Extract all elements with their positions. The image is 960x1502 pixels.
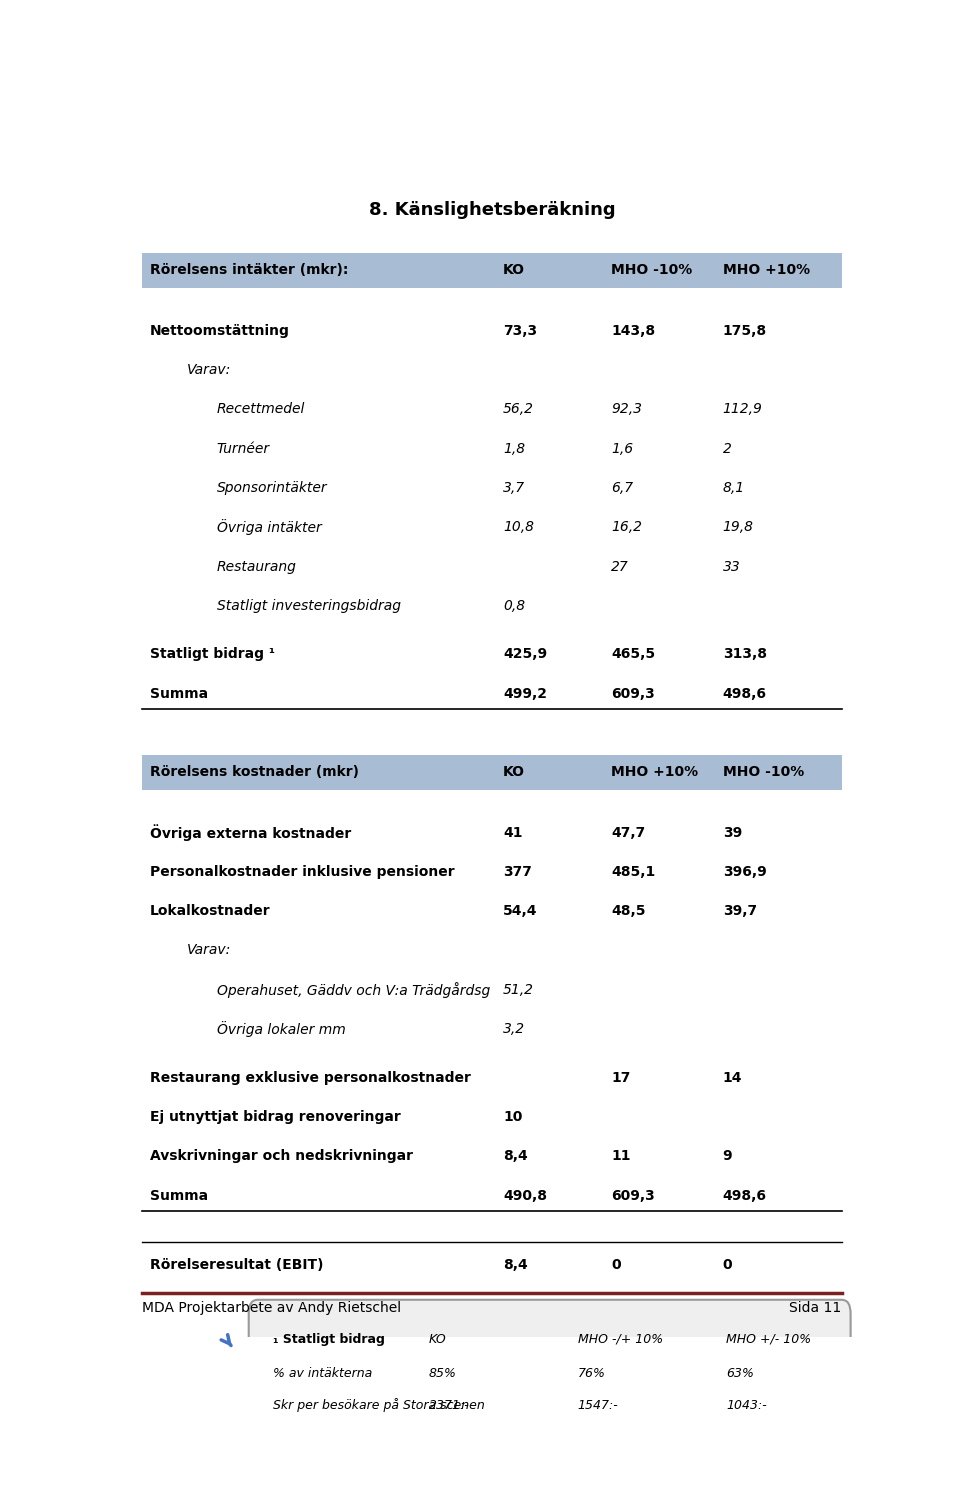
- Text: 313,8: 313,8: [723, 647, 767, 661]
- Text: MDA Projektarbete av Andy Rietschel: MDA Projektarbete av Andy Rietschel: [142, 1301, 401, 1314]
- Text: 10: 10: [503, 1110, 522, 1123]
- Text: 33: 33: [723, 560, 740, 574]
- Text: 41: 41: [503, 826, 522, 840]
- Text: 498,6: 498,6: [723, 686, 767, 701]
- Text: 56,2: 56,2: [503, 403, 534, 416]
- Text: Avskrivningar och nedskrivningar: Avskrivningar och nedskrivningar: [150, 1149, 413, 1164]
- Text: Turnéer: Turnéer: [217, 442, 270, 455]
- Text: KO: KO: [429, 1332, 446, 1346]
- Text: 396,9: 396,9: [723, 865, 766, 879]
- Text: 6,7: 6,7: [611, 481, 634, 494]
- Text: Rörelseresultat (EBIT): Rörelseresultat (EBIT): [150, 1259, 324, 1272]
- Text: 8,1: 8,1: [723, 481, 745, 494]
- Text: MHO -/+ 10%: MHO -/+ 10%: [578, 1332, 662, 1346]
- Text: 1,8: 1,8: [503, 442, 525, 455]
- Text: 609,3: 609,3: [611, 686, 655, 701]
- Text: KO: KO: [503, 766, 525, 780]
- Text: 14: 14: [723, 1071, 742, 1084]
- FancyBboxPatch shape: [142, 756, 842, 790]
- Text: 39,7: 39,7: [723, 904, 756, 918]
- Text: Övriga lokaler mm: Övriga lokaler mm: [217, 1021, 346, 1036]
- Text: Statligt investeringsbidrag: Statligt investeringsbidrag: [217, 599, 400, 613]
- Text: 47,7: 47,7: [611, 826, 645, 840]
- Text: 16,2: 16,2: [611, 520, 642, 535]
- Text: 0: 0: [611, 1259, 621, 1272]
- Text: Sida 11: Sida 11: [789, 1301, 842, 1314]
- Text: 73,3: 73,3: [503, 323, 538, 338]
- Text: 425,9: 425,9: [503, 647, 547, 661]
- Text: 51,2: 51,2: [503, 982, 534, 997]
- Text: 63%: 63%: [727, 1367, 755, 1380]
- Text: % av intäkterna: % av intäkterna: [273, 1367, 372, 1380]
- Text: 490,8: 490,8: [503, 1188, 547, 1203]
- Text: 499,2: 499,2: [503, 686, 547, 701]
- Text: Restaurang exklusive personalkostnader: Restaurang exklusive personalkostnader: [150, 1071, 470, 1084]
- Text: 465,5: 465,5: [611, 647, 655, 661]
- Text: MHO -10%: MHO -10%: [611, 263, 692, 278]
- Text: 39: 39: [723, 826, 742, 840]
- Text: 0: 0: [723, 1259, 732, 1272]
- Text: 92,3: 92,3: [611, 403, 642, 416]
- Text: Varav:: Varav:: [187, 943, 231, 957]
- Text: 143,8: 143,8: [611, 323, 655, 338]
- Text: Skr per besökare på Stora scenen: Skr per besökare på Stora scenen: [273, 1398, 484, 1412]
- Text: Summa: Summa: [150, 686, 208, 701]
- Text: Restaurang: Restaurang: [217, 560, 297, 574]
- Text: 9: 9: [723, 1149, 732, 1164]
- Text: Ej utnyttjat bidrag renoveringar: Ej utnyttjat bidrag renoveringar: [150, 1110, 400, 1123]
- Text: ₁ Statligt bidrag: ₁ Statligt bidrag: [273, 1332, 384, 1346]
- Text: 19,8: 19,8: [723, 520, 754, 535]
- Text: 112,9: 112,9: [723, 403, 762, 416]
- Text: 1,6: 1,6: [611, 442, 634, 455]
- Text: Statligt bidrag ¹: Statligt bidrag ¹: [150, 647, 275, 661]
- Text: 3,7: 3,7: [503, 481, 525, 494]
- Text: 3,2: 3,2: [503, 1023, 525, 1036]
- Text: 1043:-: 1043:-: [727, 1398, 767, 1412]
- Text: 0,8: 0,8: [503, 599, 525, 613]
- Text: 54,4: 54,4: [503, 904, 538, 918]
- Text: Övriga intäkter: Övriga intäkter: [217, 520, 322, 535]
- Text: 2371:-: 2371:-: [429, 1398, 469, 1412]
- Text: MHO +10%: MHO +10%: [611, 766, 698, 780]
- Text: Summa: Summa: [150, 1188, 208, 1203]
- Text: 27: 27: [611, 560, 629, 574]
- Text: 11: 11: [611, 1149, 631, 1164]
- Text: 175,8: 175,8: [723, 323, 767, 338]
- Text: MHO +/- 10%: MHO +/- 10%: [727, 1332, 811, 1346]
- Text: 498,6: 498,6: [723, 1188, 767, 1203]
- Text: 8,4: 8,4: [503, 1149, 528, 1164]
- Text: Nettoomstättning: Nettoomstättning: [150, 323, 290, 338]
- Text: Rörelsens intäkter (mkr):: Rörelsens intäkter (mkr):: [150, 263, 348, 278]
- Text: Lokalkostnader: Lokalkostnader: [150, 904, 271, 918]
- Text: Varav:: Varav:: [187, 363, 231, 377]
- FancyBboxPatch shape: [249, 1299, 851, 1466]
- Text: Recettmedel: Recettmedel: [217, 403, 305, 416]
- Text: Sponsorintäkter: Sponsorintäkter: [217, 481, 327, 494]
- Text: 609,3: 609,3: [611, 1188, 655, 1203]
- Text: Operahuset, Gäddv och V:a Trädgårdsg: Operahuset, Gäddv och V:a Trädgårdsg: [217, 982, 490, 997]
- Text: 485,1: 485,1: [611, 865, 656, 879]
- Text: 8. Känslighetsberäkning: 8. Känslighetsberäkning: [369, 201, 615, 219]
- Text: 85%: 85%: [429, 1367, 457, 1380]
- Text: 48,5: 48,5: [611, 904, 645, 918]
- Text: 2: 2: [723, 442, 732, 455]
- Text: Övriga externa kostnader: Övriga externa kostnader: [150, 825, 351, 841]
- Text: 377: 377: [503, 865, 532, 879]
- FancyBboxPatch shape: [142, 254, 842, 288]
- Text: Rörelsens kostnader (mkr): Rörelsens kostnader (mkr): [150, 766, 359, 780]
- Text: KO: KO: [503, 263, 525, 278]
- Text: 17: 17: [611, 1071, 631, 1084]
- Text: 10,8: 10,8: [503, 520, 534, 535]
- Text: 8,4: 8,4: [503, 1259, 528, 1272]
- Text: MHO -10%: MHO -10%: [723, 766, 804, 780]
- Text: 76%: 76%: [578, 1367, 606, 1380]
- Text: Personalkostnader inklusive pensioner: Personalkostnader inklusive pensioner: [150, 865, 454, 879]
- Text: 1547:-: 1547:-: [578, 1398, 618, 1412]
- Text: MHO +10%: MHO +10%: [723, 263, 810, 278]
